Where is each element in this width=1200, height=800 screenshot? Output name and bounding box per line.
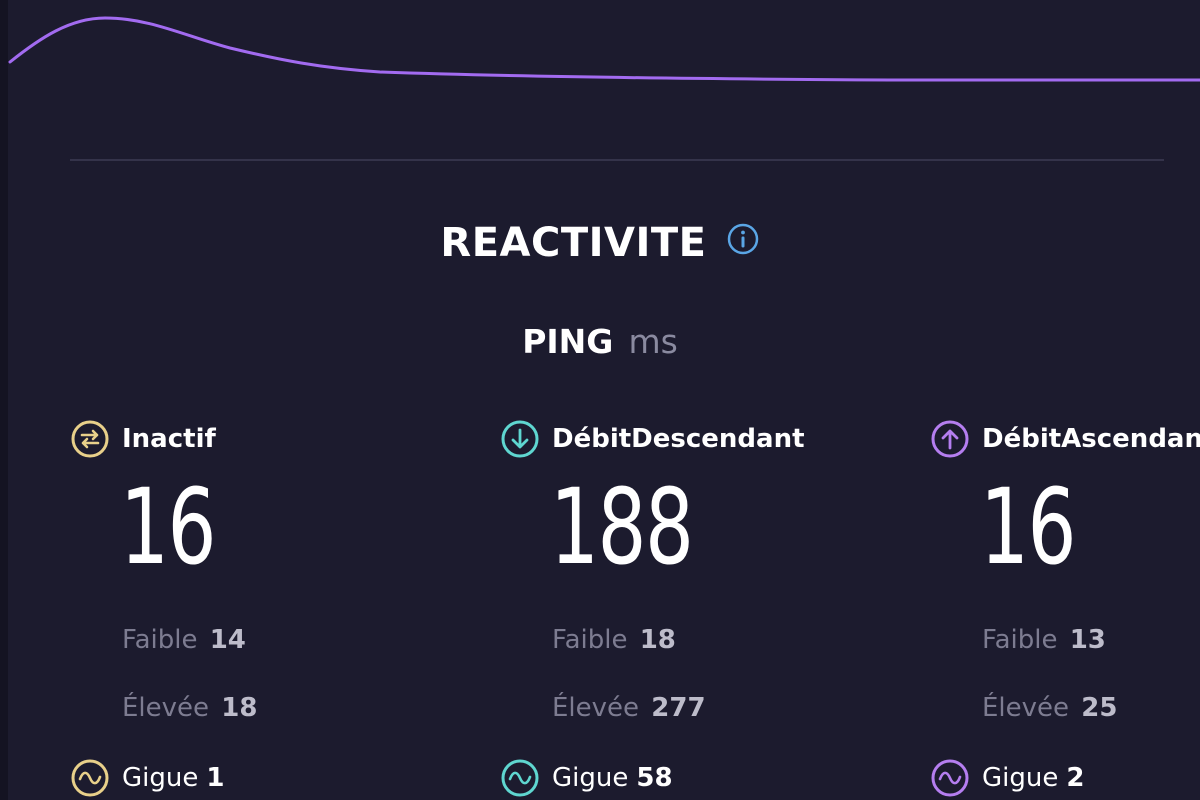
idle-jitter: Gigue 1	[70, 758, 224, 798]
download-title: DébitDescendant	[552, 424, 805, 454]
download-high-stat: Élevée 277	[552, 693, 706, 723]
idle-high-stat: Élevée 18	[122, 693, 257, 723]
download-ping-value: 188	[550, 466, 694, 588]
window-left-edge	[0, 0, 8, 800]
download-jitter-value: 58	[636, 763, 673, 793]
responsiveness-header: REACTIVITE	[0, 220, 1200, 266]
idle-high-value: 18	[221, 693, 258, 723]
download-low-label: Faible	[552, 625, 628, 655]
download-header: DébitDescendant	[500, 418, 805, 460]
ping-unit: ms	[628, 322, 678, 361]
idle-header: Inactif	[70, 418, 216, 460]
upload-arrow-icon	[930, 419, 970, 459]
download-low-value: 18	[639, 625, 676, 655]
idle-low-label: Faible	[122, 625, 198, 655]
upload-high-stat: Élevée 25	[982, 693, 1117, 723]
speed-graph	[0, 0, 1200, 130]
download-jitter: Gigue 58	[500, 758, 673, 798]
idle-jitter-value: 1	[206, 763, 225, 793]
upload-low-stat: Faible 13	[982, 625, 1106, 655]
idle-title: Inactif	[122, 424, 216, 454]
upload-jitter: Gigue 2	[930, 758, 1084, 798]
download-arrow-icon	[500, 419, 540, 459]
download-jitter-label: Gigue	[552, 763, 629, 793]
jitter-wave-icon	[930, 758, 970, 798]
idle-ping-value: 16	[120, 466, 216, 588]
idle-low-value: 14	[209, 625, 246, 655]
upload-high-value: 25	[1081, 693, 1118, 723]
download-column: DébitDescendant 188 Faible 18 Élevée 277…	[500, 418, 900, 800]
upload-low-label: Faible	[982, 625, 1058, 655]
upload-header: DébitAscendan	[930, 418, 1200, 460]
exchange-icon	[70, 419, 110, 459]
jitter-wave-icon	[70, 758, 110, 798]
upload-jitter-value: 2	[1066, 763, 1085, 793]
idle-low-stat: Faible 14	[122, 625, 246, 655]
ping-header: PING ms	[0, 322, 1200, 361]
section-title: REACTIVITE	[440, 220, 707, 266]
upload-ping-value: 16	[980, 466, 1076, 588]
download-high-value: 277	[651, 693, 706, 723]
speed-graph-line	[8, 16, 1200, 82]
upload-column: DébitAscendan 16 Faible 13 Élevée 25 Gig…	[930, 418, 1200, 800]
download-high-label: Élevée	[552, 693, 640, 723]
info-icon[interactable]	[726, 222, 760, 260]
jitter-wave-icon	[500, 758, 540, 798]
section-divider	[70, 159, 1164, 161]
download-low-stat: Faible 18	[552, 625, 676, 655]
idle-high-label: Élevée	[122, 693, 210, 723]
upload-high-label: Élevée	[982, 693, 1070, 723]
idle-jitter-label: Gigue	[122, 763, 199, 793]
upload-title: DébitAscendan	[982, 424, 1200, 454]
idle-column: Inactif 16 Faible 14 Élevée 18 Gigue 1	[70, 418, 470, 800]
upload-low-value: 13	[1069, 625, 1106, 655]
ping-label: PING	[522, 322, 614, 361]
upload-jitter-label: Gigue	[982, 763, 1059, 793]
